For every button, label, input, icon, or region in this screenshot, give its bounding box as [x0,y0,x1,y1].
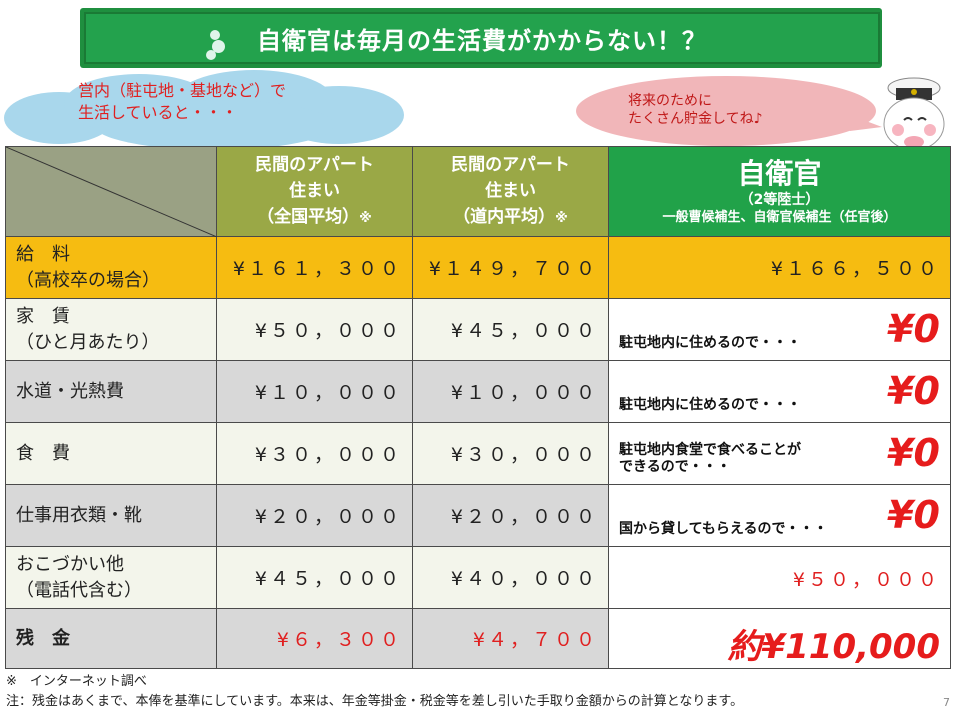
value-hokkaido: ¥１０，０００ [412,360,609,423]
header-text: （全国平均）※ [217,204,412,232]
value-sdf: ¥0 駐屯地内食堂で食べることが できるので・・・ [608,422,951,485]
value-national: ¥１６１，３００ [216,236,413,299]
zero-cost: ¥0 [887,369,940,413]
diagonal-line [6,147,217,237]
table-row: 給 料 （高校卒の場合） ¥１６１，３００ ¥１４９，７００ ¥１６６，５００ [5,236,951,299]
header-text: 住まい [289,180,340,201]
reason-line-2: できるので・・・ [619,459,731,475]
table-row: 仕事用衣類・靴 ¥２０，０００ ¥２０，０００ ¥0 国から貸してもらえるので・… [5,484,951,547]
header-national-average: 民間のアパート 住まい （全国平均）※ [216,146,413,237]
cloud-line-2: 生活していると・・・ [78,103,238,122]
header-text: 民間のアパート [255,154,374,175]
cloud-shape [4,70,404,150]
table-header-row: 民間のアパート 住まい （全国平均）※ 民間のアパート 住まい （道内平均）※ … [5,146,951,237]
header-sdf-title: 自衛官 [737,156,822,190]
value-hokkaido: ¥４，７００ [412,608,609,669]
value-national: ¥５０，０００ [216,298,413,361]
row-label: 仕事用衣類・靴 [5,484,217,547]
value-national: ¥２０，０００ [216,484,413,547]
row-label-sub: （高校卒の場合） [16,269,160,291]
reason-text: 駐屯地内に住めるので・・・ [619,397,801,413]
table-row: 食 費 ¥３０，０００ ¥３０，０００ ¥0 駐屯地内食堂で食べることが できるの… [5,422,951,485]
note-mark: ※ [555,210,568,226]
value-hokkaido: ¥１４９，７００ [412,236,609,299]
table-row-total: 残 金 ¥６，３００ ¥４，７００ 約¥110,000 [5,608,951,669]
row-label-main: おこづかい他 [16,553,124,575]
red-value: ¥５０，０００ [792,569,940,591]
footnote-source: ※ インターネット調べ [6,674,147,689]
footnote-note: 注：残金はあくまで、本俸を基準にしています。本来は、年金等掛金・税金等を差し引い… [6,694,744,709]
table-row: 水道・光熱費 ¥１０，０００ ¥１０，０００ ¥0 駐屯地内に住めるので・・・ [5,360,951,423]
title-banner: 自衛官は毎月の生活費がかからない！？ [84,12,880,64]
speech-bubble [576,76,876,146]
zero-cost: ¥0 [887,493,940,537]
value-hokkaido: ¥４０，０００ [412,546,609,609]
header-scope: （道内平均） [453,206,556,227]
table-row: 家 賃 （ひと月あたり） ¥５０，０００ ¥４５，０００ ¥0 駐屯地内に住めるの… [5,298,951,361]
value-sdf: ¥0 国から貸してもらえるので・・・ [608,484,951,547]
value-sdf: ¥0 駐屯地内に住めるので・・・ [608,360,951,423]
note-mark: ※ [359,210,372,226]
row-label: 給 料 （高校卒の場合） [5,236,217,299]
reason-line-1: 駐屯地内食堂で食べることが [619,442,801,458]
row-label: おこづかい他 （電話代含む） [5,546,217,609]
row-label: 食 費 [5,422,217,485]
table-row: おこづかい他 （電話代含む） ¥４５，０００ ¥４０，０００ ¥５０，０００ [5,546,951,609]
value-sdf: ¥１６６，５００ [608,236,951,299]
page-number: 7 [943,696,950,709]
row-label: 家 賃 （ひと月あたり） [5,298,217,361]
cloud-caption: 営内（駐屯地・基地など）で 生活していると・・・ [78,80,286,124]
header-text: 民間のアパート [451,154,570,175]
header-hokkaido-average: 民間のアパート 住まい （道内平均）※ [412,146,609,237]
value-sdf: ¥５０，０００ [608,546,951,609]
row-label-sub: （電話代含む） [16,579,142,601]
cost-comparison-table: 民間のアパート 住まい （全国平均）※ 民間のアパート 住まい （道内平均）※ … [5,146,951,669]
header-sdf-rank: （2等陸士） [739,191,820,208]
value-national: ¥３０，０００ [216,422,413,485]
page-title: 自衛官は毎月の生活費がかからない！？ [257,26,707,55]
value-sdf: 約¥110,000 [608,608,951,669]
header-text: （道内平均）※ [413,204,608,232]
header-sdf-sub: 一般曹候補生、自衛官候補生（任官後） [662,209,897,225]
zero-cost: ¥0 [887,307,940,351]
value-hokkaido: ¥３０，０００ [412,422,609,485]
row-label-main: 給 料 [16,243,70,265]
speech-bubble-text: 将来のために たくさん貯金してね♪ [628,92,763,128]
value-sdf: ¥0 駐屯地内に住めるので・・・ [608,298,951,361]
value-national: ¥６，３００ [216,608,413,669]
header-sdf: 自衛官 （2等陸士） 一般曹候補生、自衛官候補生（任官後） [608,146,951,237]
value-national: ¥１０，０００ [216,360,413,423]
value-national: ¥４５，０００ [216,546,413,609]
value-hokkaido: ¥４５，０００ [412,298,609,361]
bubble-line-2: たくさん貯金してね♪ [628,111,763,127]
header-scope: （全国平均） [257,206,360,227]
value-hokkaido: ¥２０，０００ [412,484,609,547]
bubble-line-1: 将来のために [628,93,712,109]
reason-text: 駐屯地内に住めるので・・・ [619,335,801,351]
cloud-line-1: 営内（駐屯地・基地など）で [78,81,287,100]
speech-bubble-tail [850,115,882,131]
row-label-main: 家 賃 [16,305,70,327]
row-label: 水道・光熱費 [5,360,217,423]
header-text: 住まい [485,180,536,201]
corner-cell [5,146,217,237]
reason-text: 駐屯地内食堂で食べることが できるので・・・ [619,442,801,476]
row-label: 残 金 [5,608,217,669]
zero-cost: ¥0 [887,431,940,475]
approx-total: 約¥110,000 [727,627,940,667]
reason-text: 国から貸してもらえるので・・・ [619,521,828,537]
row-label-sub: （ひと月あたり） [16,331,160,353]
